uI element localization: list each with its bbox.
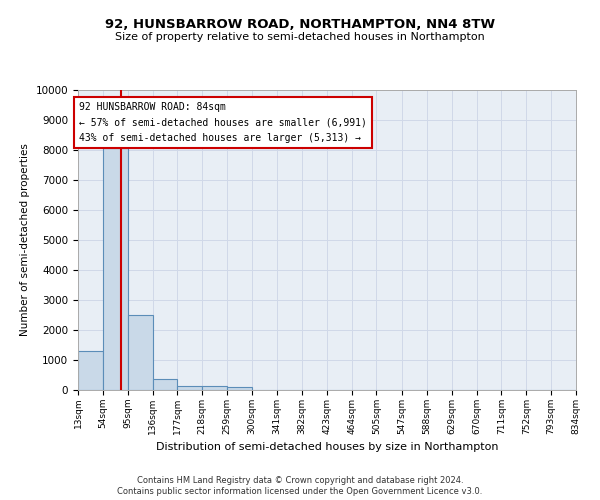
Text: Size of property relative to semi-detached houses in Northampton: Size of property relative to semi-detach… bbox=[115, 32, 485, 42]
Text: Contains HM Land Registry data © Crown copyright and database right 2024.: Contains HM Land Registry data © Crown c… bbox=[137, 476, 463, 485]
Bar bbox=[178, 386, 202, 390]
Text: Contains public sector information licensed under the Open Government Licence v3: Contains public sector information licen… bbox=[118, 488, 482, 496]
Bar bbox=[78, 351, 103, 390]
Y-axis label: Number of semi-detached properties: Number of semi-detached properties bbox=[20, 144, 30, 336]
Text: 92 HUNSBARROW ROAD: 84sqm
← 57% of semi-detached houses are smaller (6,991)
43% : 92 HUNSBARROW ROAD: 84sqm ← 57% of semi-… bbox=[79, 102, 367, 143]
Bar bbox=[103, 148, 128, 390]
Bar bbox=[128, 315, 152, 390]
Bar bbox=[227, 388, 252, 390]
Bar bbox=[202, 386, 227, 390]
Text: 92, HUNSBARROW ROAD, NORTHAMPTON, NN4 8TW: 92, HUNSBARROW ROAD, NORTHAMPTON, NN4 8T… bbox=[105, 18, 495, 30]
Text: Distribution of semi-detached houses by size in Northampton: Distribution of semi-detached houses by … bbox=[156, 442, 498, 452]
Bar bbox=[152, 378, 178, 390]
